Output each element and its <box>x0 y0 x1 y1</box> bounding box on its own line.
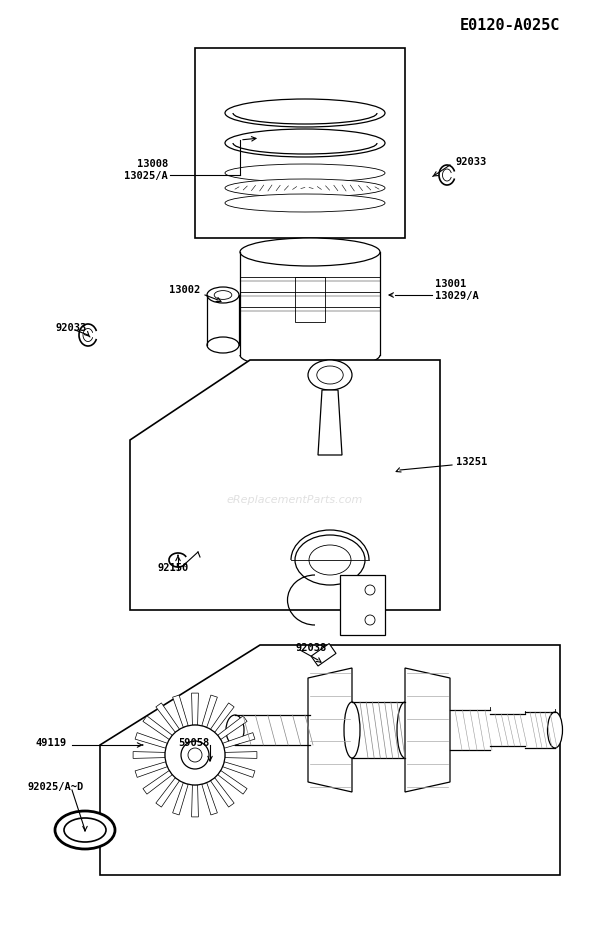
Ellipse shape <box>295 535 365 585</box>
Text: 92038: 92038 <box>296 643 327 653</box>
Text: eReplacementParts.com: eReplacementParts.com <box>227 495 363 505</box>
Polygon shape <box>135 733 168 748</box>
Polygon shape <box>173 695 188 727</box>
Polygon shape <box>222 762 255 778</box>
Polygon shape <box>318 390 342 455</box>
Polygon shape <box>192 784 198 817</box>
Polygon shape <box>218 716 247 740</box>
Ellipse shape <box>548 712 562 748</box>
Circle shape <box>365 615 375 625</box>
Polygon shape <box>100 645 560 875</box>
Text: 92033: 92033 <box>455 157 486 167</box>
Bar <box>311 644 336 666</box>
Text: 13001
13029/A: 13001 13029/A <box>435 279 478 301</box>
Polygon shape <box>130 360 440 610</box>
Ellipse shape <box>64 818 106 842</box>
Polygon shape <box>192 693 198 725</box>
Circle shape <box>365 585 375 595</box>
Ellipse shape <box>397 702 413 758</box>
Polygon shape <box>225 751 257 759</box>
Ellipse shape <box>226 715 244 745</box>
Text: E0120-A025C: E0120-A025C <box>460 18 560 33</box>
Circle shape <box>188 748 202 762</box>
Polygon shape <box>143 716 172 740</box>
Polygon shape <box>133 751 165 759</box>
Ellipse shape <box>309 545 351 575</box>
Circle shape <box>165 725 225 785</box>
Ellipse shape <box>55 811 115 849</box>
Text: 13002: 13002 <box>169 285 200 295</box>
Ellipse shape <box>344 702 360 758</box>
Ellipse shape <box>207 287 239 303</box>
Bar <box>195 48 405 238</box>
Ellipse shape <box>240 238 380 266</box>
Polygon shape <box>202 783 217 815</box>
Polygon shape <box>156 778 179 807</box>
Ellipse shape <box>225 179 385 197</box>
Text: 13008
13025/A: 13008 13025/A <box>124 159 168 181</box>
Bar <box>295 277 325 322</box>
Polygon shape <box>173 783 188 815</box>
Ellipse shape <box>308 360 352 390</box>
Text: 49119: 49119 <box>35 738 66 748</box>
Circle shape <box>181 741 209 769</box>
Polygon shape <box>135 762 168 778</box>
Text: 59058: 59058 <box>178 738 209 748</box>
Text: 92025/A~D: 92025/A~D <box>28 782 84 792</box>
Ellipse shape <box>207 337 239 353</box>
Text: 92150: 92150 <box>158 563 189 573</box>
Polygon shape <box>340 575 385 635</box>
Ellipse shape <box>225 129 385 157</box>
Polygon shape <box>211 778 234 807</box>
Ellipse shape <box>225 99 385 127</box>
Polygon shape <box>308 668 352 792</box>
Ellipse shape <box>317 366 343 384</box>
Polygon shape <box>218 770 247 794</box>
Polygon shape <box>156 703 179 732</box>
Polygon shape <box>143 770 172 794</box>
Text: 13251: 13251 <box>456 457 487 467</box>
Polygon shape <box>202 695 217 727</box>
Ellipse shape <box>225 194 385 212</box>
Polygon shape <box>405 668 450 792</box>
Polygon shape <box>211 703 234 732</box>
Ellipse shape <box>214 290 232 299</box>
Ellipse shape <box>225 164 385 182</box>
Text: 92033: 92033 <box>55 323 86 333</box>
Polygon shape <box>222 733 255 748</box>
